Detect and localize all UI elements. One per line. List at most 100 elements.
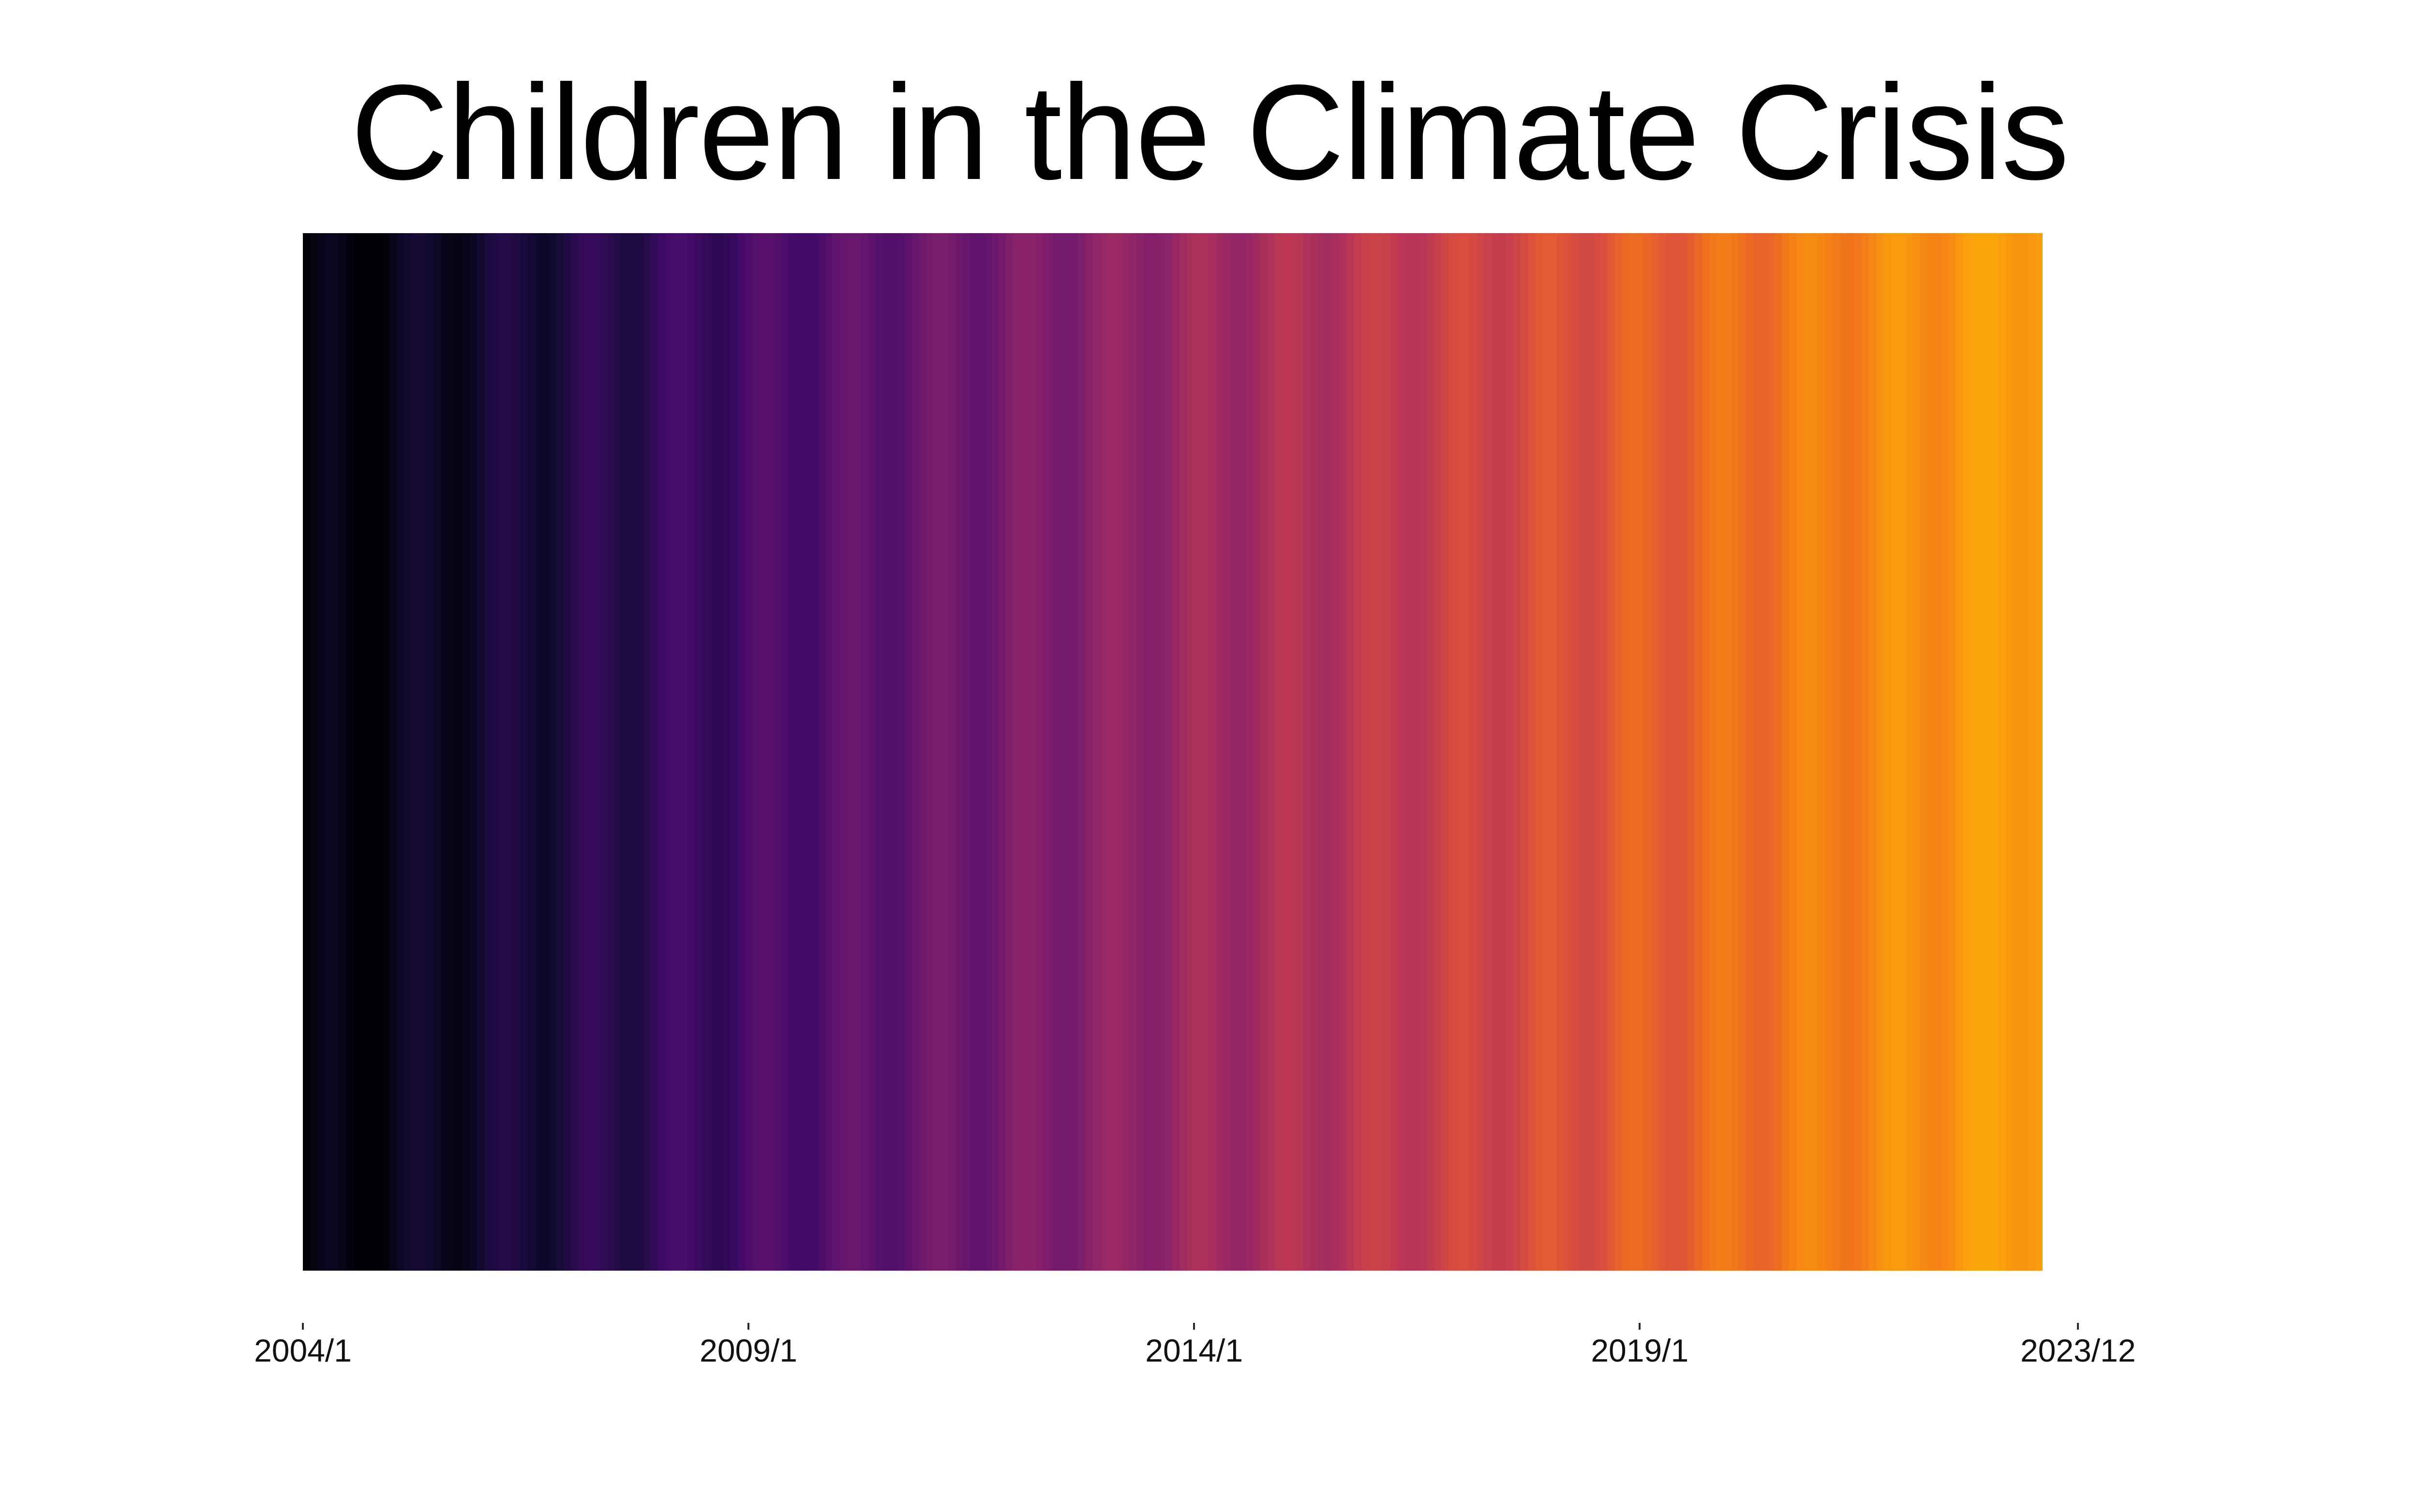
month-stripe [346, 233, 354, 1271]
month-stripe [1267, 233, 1274, 1271]
month-stripe [1296, 233, 1303, 1271]
month-stripe [593, 233, 600, 1271]
month-stripe [824, 233, 832, 1271]
month-stripe [1521, 233, 1528, 1271]
month-stripe [1781, 233, 1789, 1271]
month-stripe [491, 233, 499, 1271]
month-stripe [1492, 233, 1499, 1271]
month-stripe [846, 233, 854, 1271]
month-stripe [1252, 233, 1260, 1271]
month-stripe [1028, 233, 1035, 1271]
month-stripe [1100, 233, 1108, 1271]
month-stripe [1673, 233, 1681, 1271]
x-tick-label: 2019/1 [1591, 1333, 1689, 1368]
month-stripe [1854, 233, 1862, 1271]
month-stripe [636, 233, 644, 1271]
month-stripe [1107, 233, 1115, 1271]
month-stripe [1086, 233, 1093, 1271]
month-stripe [1709, 233, 1717, 1271]
month-stripe [709, 233, 717, 1271]
month-stripe [1144, 233, 1151, 1271]
month-stripe [1818, 233, 1825, 1271]
month-stripe [1404, 233, 1412, 1271]
x-tick-mark [302, 1323, 304, 1330]
x-tick-label: 2009/1 [700, 1333, 798, 1368]
month-stripe [1825, 233, 1833, 1271]
month-stripe [1238, 233, 1245, 1271]
month-stripe [1506, 233, 1514, 1271]
month-stripe [1876, 233, 1883, 1271]
month-stripe [1397, 233, 1405, 1271]
month-stripe [1419, 233, 1427, 1271]
month-stripe [795, 233, 803, 1271]
month-stripe [1934, 233, 1941, 1271]
month-stripe [1868, 233, 1876, 1271]
month-stripe [694, 233, 702, 1271]
month-stripe [1484, 233, 1492, 1271]
month-stripe [1883, 233, 1891, 1271]
x-tick-label: 2023/12 [2020, 1333, 2136, 1368]
month-stripe [955, 233, 963, 1271]
month-stripe [1310, 233, 1318, 1271]
month-stripe [317, 233, 325, 1271]
month-stripe [1615, 233, 1623, 1271]
month-stripe [1832, 233, 1840, 1271]
month-stripe [1325, 233, 1332, 1271]
month-stripe [1078, 233, 1086, 1271]
month-stripe [861, 233, 868, 1271]
month-stripe [542, 233, 550, 1271]
x-tick-mark [2077, 1323, 2079, 1330]
month-stripe [774, 233, 781, 1271]
month-stripe [1847, 233, 1854, 1271]
month-stripe [1803, 233, 1811, 1271]
month-stripe [890, 233, 897, 1271]
month-stripe [1695, 233, 1702, 1271]
month-stripe [1535, 233, 1543, 1271]
month-stripe [970, 233, 977, 1271]
month-stripe [1426, 233, 1434, 1271]
month-stripe [310, 233, 317, 1271]
month-stripe [948, 233, 956, 1271]
month-stripe [1687, 233, 1695, 1271]
month-stripe [1528, 233, 1536, 1271]
month-stripe [723, 233, 731, 1271]
month-stripe [469, 233, 477, 1271]
month-stripe [1985, 233, 1992, 1271]
month-stripe [1209, 233, 1217, 1271]
month-stripe [1383, 233, 1390, 1271]
month-stripe [1658, 233, 1666, 1271]
month-stripe [1057, 233, 1064, 1271]
month-stripe [1136, 233, 1144, 1271]
month-stripe [1354, 233, 1361, 1271]
month-stripe [1666, 233, 1673, 1271]
month-stripe [1963, 233, 1971, 1271]
month-stripe [1941, 233, 1949, 1271]
month-stripe [375, 233, 383, 1271]
month-stripe [426, 233, 433, 1271]
month-stripe [1796, 233, 1804, 1271]
month-stripe [1977, 233, 1985, 1271]
month-stripe [1216, 233, 1224, 1271]
month-stripe [506, 233, 513, 1271]
month-stripe [1412, 233, 1419, 1271]
month-stripe [418, 233, 426, 1271]
month-stripe [839, 233, 847, 1271]
month-stripe [389, 233, 397, 1271]
month-stripe [404, 233, 412, 1271]
month-stripe [1702, 233, 1709, 1271]
month-stripe [1745, 233, 1753, 1271]
month-stripe [1571, 233, 1579, 1271]
month-stripe [1513, 233, 1521, 1271]
month-stripe [1557, 233, 1565, 1271]
month-stripe [433, 233, 441, 1271]
month-stripe [1064, 233, 1072, 1271]
month-stripe [564, 233, 571, 1271]
month-stripe [767, 233, 774, 1271]
month-stripe [1810, 233, 1818, 1271]
month-stripe [1158, 233, 1166, 1271]
month-stripe [2006, 233, 2014, 1271]
month-stripe [882, 233, 890, 1271]
month-stripe [731, 233, 738, 1271]
month-stripe [607, 233, 615, 1271]
